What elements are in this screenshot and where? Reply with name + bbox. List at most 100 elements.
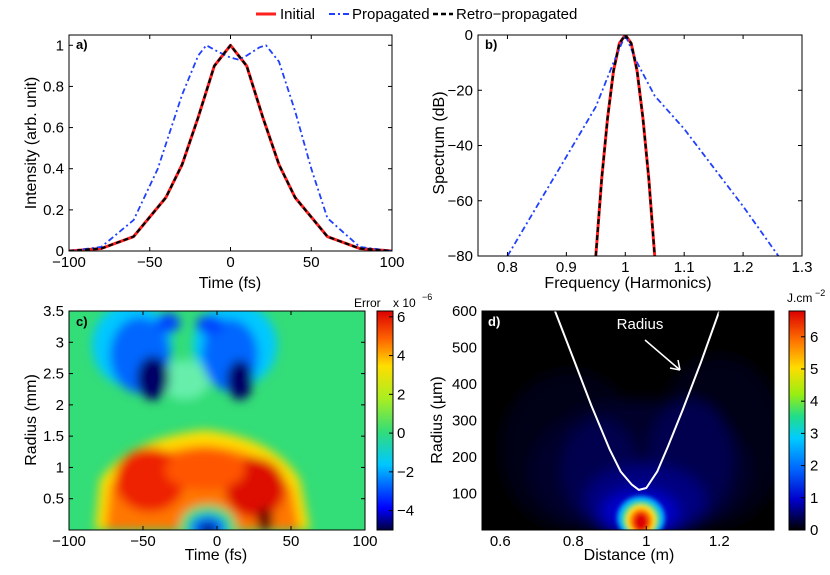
heatmap-c-blob (160, 360, 210, 400)
panel-d-heatmap (482, 311, 774, 530)
colorbar-c-tick-label: −2 (397, 464, 414, 481)
panel-b-ytick-label: −40 (448, 138, 473, 155)
panel-d-xtick-label: 1.2 (709, 533, 730, 550)
colorbar-c-tick-label: 0 (397, 425, 405, 442)
heatmap-c-blob (156, 313, 180, 333)
colorbar-c-ticks: −4 −2 0 2 4 6 (389, 309, 414, 520)
panel-b-ytick-label: 0 (465, 27, 473, 44)
panel-c-xtick-label: 0 (213, 533, 221, 550)
panel-c-ytick-label: 0.5 (43, 491, 64, 508)
heatmap-c-blob (200, 523, 216, 530)
panel-a-ticks: −100 −50 0 50 100 0 0.2 0.4 0.6 0.8 1 (43, 35, 405, 271)
panel-b-ticks: 0.8 0.9 1 1.1 1.2 1.3 −80 −60 −40 −20 0 (448, 27, 813, 276)
panel-a-xtick-label: 100 (379, 254, 404, 271)
panel-d-xlabel: Distance (m) (584, 547, 675, 564)
panel-c-xtick-label: 50 (283, 533, 300, 550)
panel-b-xtick-label: 0.8 (497, 259, 518, 276)
annotation-arrow (644, 339, 681, 371)
panel-b-series-retro-propagated (594, 35, 656, 256)
panel-c-ytick-label: 3 (56, 334, 64, 351)
panel-c-xtick-label: −50 (130, 533, 155, 550)
panel-a-series-propagated (69, 44, 392, 251)
heatmap-c-blobs (92, 311, 310, 530)
heatmap-d-blob (634, 513, 648, 530)
panel-b-xtick-label: 1.2 (733, 259, 754, 276)
panel-c-ytick-label: 3.5 (43, 303, 64, 320)
panel-c-ytick-label: 1.5 (43, 428, 64, 445)
panel-a-lines (69, 43, 392, 251)
panel-b-xtick-label: 0.9 (556, 259, 577, 276)
panel-a-xtick-label: 50 (303, 254, 320, 271)
colorbar-c-scale-exp: −6 (422, 292, 432, 302)
panel-d-ylabel: Radius (µm) (429, 376, 446, 463)
colorbar-c-tick-label: −4 (397, 503, 414, 520)
panel-b-xlabel: Frequency (Harmonics) (544, 275, 711, 292)
panel-d-label: d) (488, 314, 500, 329)
colorbar-d-tick-label: 3 (810, 425, 818, 442)
colorbar-d-tick-label: 4 (810, 393, 818, 410)
panel-d-ytick-label: 200 (452, 449, 477, 466)
colorbar-c-scale: x 10 (393, 296, 416, 310)
panel-a-xtick-label: 0 (226, 254, 234, 271)
panel-a-ytick-label: 0.6 (43, 120, 64, 137)
panel-b-xtick-label: 1 (621, 259, 629, 276)
panel-c-ytick-label: 1 (56, 459, 64, 476)
panel-a-ytick-label: 0.2 (43, 202, 64, 219)
colorbar-c-tick-label: 6 (397, 309, 405, 326)
panel-a-series-retro-propagated (69, 44, 392, 251)
panel-b-ytick-label: −80 (448, 248, 473, 265)
panel-c-ticks: −100 −50 0 50 100 0.5 1 1.5 2 2.5 3 3.5 (43, 303, 377, 550)
panel-c-heatmap (69, 311, 365, 530)
colorbar-d (788, 310, 806, 531)
panel-c-ytick-label: 2 (56, 397, 64, 414)
legend-label-initial: Initial (280, 6, 315, 23)
panel-c-xtick-label: −100 (52, 533, 86, 550)
panel-d-ytick-label: 600 (452, 303, 477, 320)
panel-a-xtick-label: −50 (137, 254, 162, 271)
panel-d-ytick-label: 300 (452, 413, 477, 430)
annotation-radius: Radius (617, 316, 664, 333)
heatmap-c-blob (137, 356, 169, 400)
panel-d-xtick-label: 0.8 (563, 533, 584, 550)
colorbar-d-tick-label: 1 (810, 490, 818, 507)
panel-d-ticks: 0.6 0.8 1 1.2 100 200 300 400 500 600 (452, 303, 774, 550)
legend: Initial Propagated Retro−propagated (256, 6, 577, 23)
panel-a-ytick-label: 0.8 (43, 78, 64, 95)
radius-curve-line (554, 311, 721, 491)
panel-a-ytick-label: 0.4 (43, 161, 64, 178)
panel-c-xtick-label: 100 (352, 533, 377, 550)
annotation-arrowhead (669, 359, 681, 371)
panel-b-label: b) (485, 37, 497, 52)
panel-c-xlabel: Time (fs) (185, 547, 248, 564)
colorbar-d-title: J.cm (787, 291, 812, 305)
panel-a-ytick-label: 1 (56, 37, 64, 54)
panel-a-plot-area (69, 35, 392, 251)
colorbar-c-title: Error (354, 296, 381, 310)
heatmap-c-blob (165, 450, 245, 490)
panel-b-xtick-label: 1.3 (792, 259, 813, 276)
heatmap-c-blob (196, 315, 224, 335)
heatmap-c-blob (257, 508, 273, 530)
panel-b-plot-area (478, 35, 802, 256)
legend-label-retro: Retro−propagated (456, 6, 577, 23)
panel-c-label: c) (76, 314, 88, 329)
heatmap-d-blobs (500, 355, 774, 530)
panel-a-ylabel: Intensity (arb. unit) (23, 77, 40, 210)
panel-a-xtick-label: −100 (52, 254, 86, 271)
panel-d-xtick-label: 0.6 (490, 533, 511, 550)
panel-b-ytick-label: −20 (448, 82, 473, 99)
colorbar-c-tick-label: 4 (397, 348, 405, 365)
panel-c-ytick-label: 2.5 (43, 366, 64, 383)
colorbar-d-tick-label: 0 (810, 522, 818, 539)
panel-b-xtick-label: 1.1 (674, 259, 695, 276)
panel-b-lines (506, 35, 780, 256)
panel-d: 0.6 0.8 1 1.2 100 200 300 400 500 600 d) Radius D… (429, 288, 825, 564)
panel-d-ytick-label: 100 (452, 486, 477, 503)
colorbar-d-tick-label: 2 (810, 458, 818, 475)
panel-a-label: a) (76, 37, 88, 52)
panel-b-ylabel: Spectrum (dB) (431, 91, 448, 194)
colorbar-c (376, 310, 394, 531)
panel-b-series-propagated (506, 35, 780, 256)
heatmap-d-focus (617, 496, 665, 530)
